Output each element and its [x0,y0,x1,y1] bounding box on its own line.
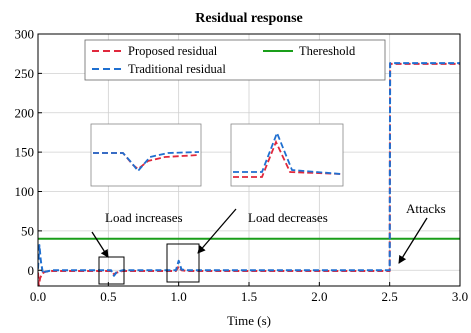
y-tick-label: 100 [15,184,35,199]
zoom-inset-load-increase [90,123,202,187]
annotation-arrow-load-decreases [197,208,237,254]
legend-label-traditional: Traditional residual [128,62,226,76]
x-axis-label: Time (s) [227,313,271,328]
series-line-traditional-residual [38,62,460,277]
legend: Proposed residual Thereshold Traditional… [84,39,386,81]
y-tick-label: 200 [15,105,35,120]
y-tick-label: 250 [15,66,35,81]
highlight-box-load-increase [98,256,125,285]
annotation-attacks: Attacks [406,201,446,216]
highlight-box-load-decrease [166,243,200,283]
x-tick-label: 0.5 [100,289,116,304]
x-tick-label: 1.0 [171,289,187,304]
y-tick-label: 150 [15,145,35,160]
annotation-arrow-attacks [398,217,428,264]
x-tick-label: 3.0 [452,289,468,304]
series-lines [38,62,460,286]
y-tick-label: 50 [21,223,34,238]
y-tick-label: 0 [28,263,35,278]
axis-ticks: 0.0 0.5 1.0 1.5 2.0 2.5 3.0 0 50 100 150 200 250 300 [15,27,469,305]
x-tick-label: 1.5 [241,289,257,304]
zoom-inset-load-decrease [230,123,344,187]
legend-label-threshold: Thereshold [299,44,356,58]
x-tick-label: 2.0 [311,289,327,304]
legend-label-proposed: Proposed residual [128,44,218,58]
x-tick-label: 2.5 [382,289,398,304]
chart-title: Residual response [195,11,302,26]
x-tick-label: 0.0 [30,289,46,304]
annotation-arrow-load-increases [91,231,109,258]
y-tick-label: 300 [15,27,35,42]
legend-box [84,39,386,81]
annotation-load-increases: Load increases [105,210,183,225]
annotation-load-decreases: Load decreases [248,210,328,225]
